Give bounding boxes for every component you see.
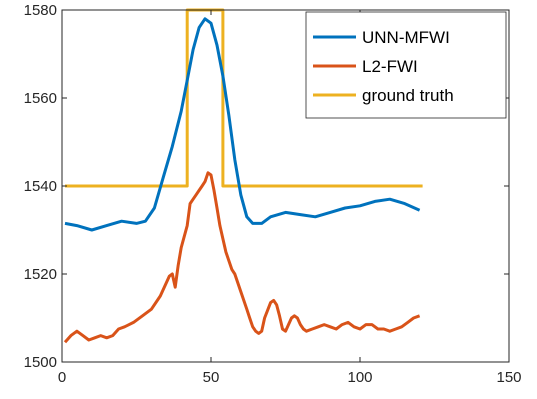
y-tick-label: 1500 <box>24 354 57 371</box>
x-tick-label: 50 <box>203 369 220 386</box>
series-line-unn-mfwi <box>64 17 421 232</box>
legend: UNN-MFWI L2-FWI ground truth <box>305 11 507 119</box>
legend-label-l2-fwi: L2-FWI <box>362 57 418 76</box>
legend-label-unn-mfwi: UNN-MFWI <box>362 28 450 47</box>
legend-label-ground-truth: ground truth <box>362 86 454 105</box>
x-tick-label: 150 <box>496 369 521 386</box>
x-tick-label: 100 <box>347 369 372 386</box>
y-tick-label: 1560 <box>24 90 57 107</box>
x-tick-label: 0 <box>58 369 66 386</box>
y-tick-label: 1580 <box>24 2 57 19</box>
series-line-l2-fwi <box>63 171 421 344</box>
y-tick-label: 1520 <box>24 266 57 283</box>
y-tick-label: 1540 <box>24 178 57 195</box>
axes-layer: 0 50 100 150 1500 1520 1540 1560 1580 <box>24 2 522 386</box>
